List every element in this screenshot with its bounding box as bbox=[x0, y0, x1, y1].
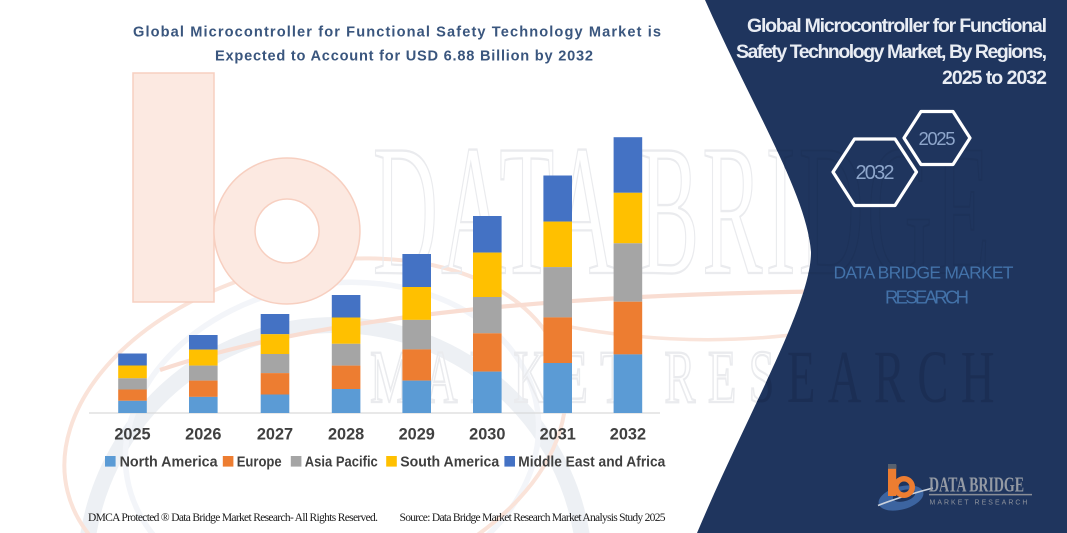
svg-text:DATA BRIDGE: DATA BRIDGE bbox=[929, 473, 1024, 497]
svg-text:2032: 2032 bbox=[610, 426, 646, 444]
svg-text:2031: 2031 bbox=[540, 426, 576, 444]
svg-text:DMCA Protected ® Data Bridge M: DMCA Protected ® Data Bridge Market Rese… bbox=[88, 512, 378, 524]
svg-text:2025: 2025 bbox=[919, 128, 956, 149]
svg-text:South America: South America bbox=[400, 454, 500, 471]
svg-text:2032: 2032 bbox=[856, 162, 895, 184]
svg-text:2027: 2027 bbox=[257, 426, 293, 444]
svg-text:RESEARCH: RESEARCH bbox=[885, 286, 969, 307]
svg-text:Europe: Europe bbox=[237, 454, 282, 471]
svg-text:2028: 2028 bbox=[328, 426, 364, 444]
svg-text:North America: North America bbox=[120, 454, 219, 471]
svg-text:2030: 2030 bbox=[469, 426, 505, 444]
svg-text:Asia Pacific: Asia Pacific bbox=[305, 454, 378, 471]
svg-text:MARKET RESEARCH: MARKET RESEARCH bbox=[930, 498, 1030, 507]
svg-text:DATA BRIDGE MARKET: DATA BRIDGE MARKET bbox=[834, 263, 1014, 283]
svg-text:Safety Technology Market, By R: Safety Technology Market, By Regions, bbox=[736, 41, 1047, 63]
svg-text:Expected to Account for USD 6.: Expected to Account for USD 6.88 Billion… bbox=[215, 49, 593, 65]
svg-text:Middle East and Africa: Middle East and Africa bbox=[518, 454, 666, 471]
svg-text:2026: 2026 bbox=[185, 426, 221, 444]
svg-text:2025 to 2032: 2025 to 2032 bbox=[942, 67, 1047, 89]
svg-text:Source: Data Bridge Market Res: Source: Data Bridge Market Research Mark… bbox=[400, 512, 666, 524]
svg-text:2025: 2025 bbox=[114, 426, 150, 444]
svg-text:Global Microcontroller for Fun: Global Microcontroller for Functional Sa… bbox=[133, 25, 661, 41]
svg-text:Global Microcontroller for Fun: Global Microcontroller for Functional bbox=[747, 15, 1047, 37]
svg-text:2029: 2029 bbox=[399, 426, 435, 444]
